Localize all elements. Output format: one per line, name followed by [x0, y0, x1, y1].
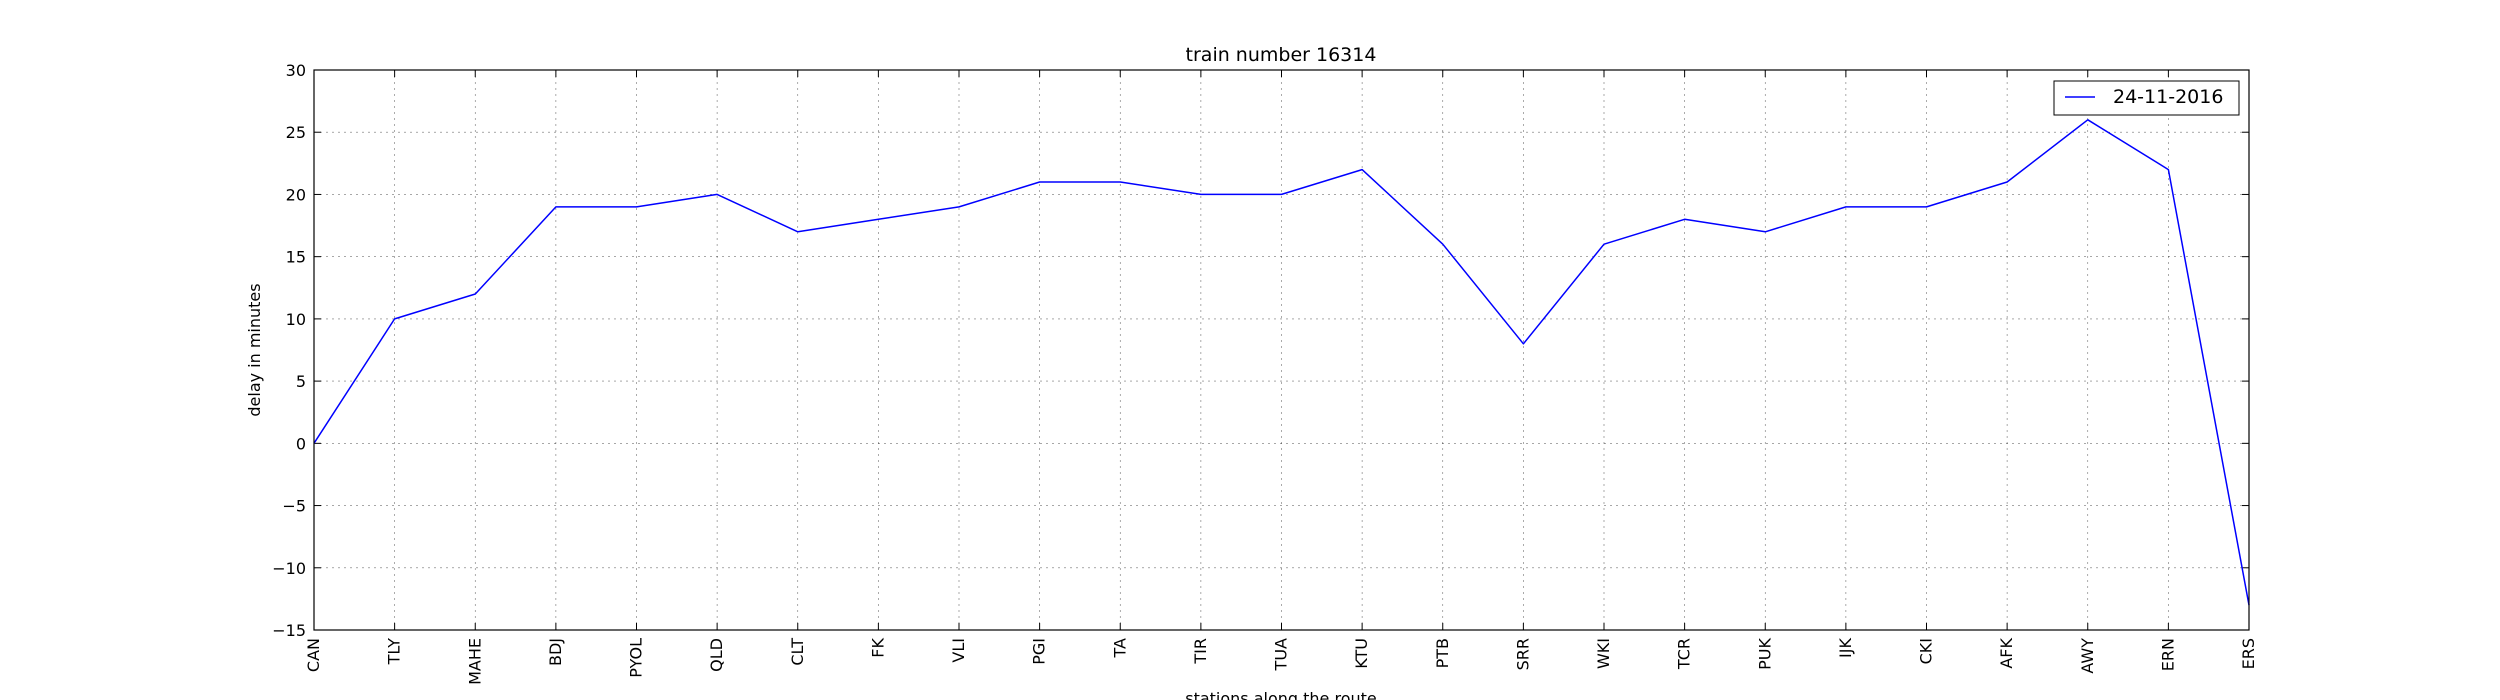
data-point	[1763, 230, 1767, 234]
data-point	[2166, 168, 2170, 172]
x-tick-label: ERS	[2239, 638, 2258, 669]
y-tick-label: 5	[296, 372, 306, 391]
y-tick-label: 15	[286, 248, 306, 267]
chart-title: train number 16314	[1186, 44, 1377, 66]
y-axis-label: delay in minutes	[245, 283, 264, 416]
plot-frame	[313, 69, 2250, 631]
data-point	[1925, 205, 1929, 209]
legend-box	[2053, 80, 2240, 116]
x-tick-label: ERN	[2158, 638, 2177, 671]
legend-label: 24-11-2016	[2113, 86, 2223, 108]
x-tick-label: PUK	[1755, 638, 1774, 670]
x-tick-label: BDJ	[546, 638, 565, 666]
x-tick-label: MAHE	[465, 638, 484, 685]
data-point	[473, 292, 477, 296]
data-point	[554, 205, 558, 209]
data-point	[635, 205, 639, 209]
y-tick-label: −5	[282, 497, 306, 516]
x-tick-label: PTB	[1433, 638, 1452, 668]
x-axis-ticks: CAN TLY MAHE BDJ PYOL QLD CLT FK VLI PGI TA TIR TUA K…	[304, 70, 2258, 685]
x-tick-label: IJK	[1836, 638, 1855, 658]
x-tick-label: QLD	[707, 638, 726, 672]
y-tick-label: −15	[272, 621, 306, 640]
x-tick-label: AWY	[2078, 638, 2097, 674]
x-tick-label: CAN	[304, 638, 323, 672]
data-point	[876, 217, 880, 221]
x-tick-label: AFK	[1997, 637, 2016, 668]
x-tick-label: TLY	[385, 638, 404, 666]
data-point	[1602, 242, 1606, 246]
grid	[314, 70, 2249, 630]
series-layer	[313, 118, 2250, 606]
series-line	[313, 119, 2250, 606]
data-point	[1360, 168, 1364, 172]
y-tick-label: 10	[286, 310, 306, 329]
x-tick-label: PGI	[1030, 638, 1049, 665]
data-point	[1844, 205, 1848, 209]
data-point	[1683, 217, 1687, 221]
y-tick-label: 30	[286, 61, 306, 80]
data-point	[1199, 192, 1203, 196]
data-point	[1521, 342, 1525, 346]
x-tick-label: VLI	[949, 638, 968, 663]
y-tick-label: −10	[272, 559, 306, 578]
data-point	[796, 230, 800, 234]
data-point	[1118, 180, 1122, 184]
x-tick-label: TUA	[1272, 638, 1291, 671]
x-tick-label: PYOL	[627, 638, 646, 678]
data-point	[2086, 118, 2090, 122]
data-point	[2005, 180, 2009, 184]
legend: 24-11-2016	[2053, 80, 2240, 116]
data-point	[1038, 180, 1042, 184]
y-tick-label: 20	[286, 185, 306, 204]
y-tick-label: 0	[296, 434, 306, 453]
data-point	[957, 205, 961, 209]
y-axis-ticks: 30 25 20 15 10 5 0 −5 −10 −15	[272, 61, 2249, 640]
x-tick-label: KTU	[1352, 638, 1371, 669]
x-tick-label: SRR	[1513, 638, 1532, 670]
x-tick-label: FK	[868, 638, 887, 658]
data-point	[715, 192, 719, 196]
data-point	[1280, 192, 1284, 196]
x-tick-label: TIR	[1191, 638, 1210, 665]
x-axis-label: stations along the route	[1185, 689, 1377, 700]
x-tick-label: TA	[1110, 638, 1129, 659]
data-point	[393, 317, 397, 321]
y-tick-label: 25	[286, 123, 306, 142]
x-tick-label: CKI	[1917, 638, 1936, 664]
x-tick-label: WKI	[1594, 638, 1613, 669]
x-tick-label: CLT	[788, 638, 807, 666]
x-tick-label: TCR	[1675, 638, 1694, 670]
data-point	[1441, 242, 1445, 246]
